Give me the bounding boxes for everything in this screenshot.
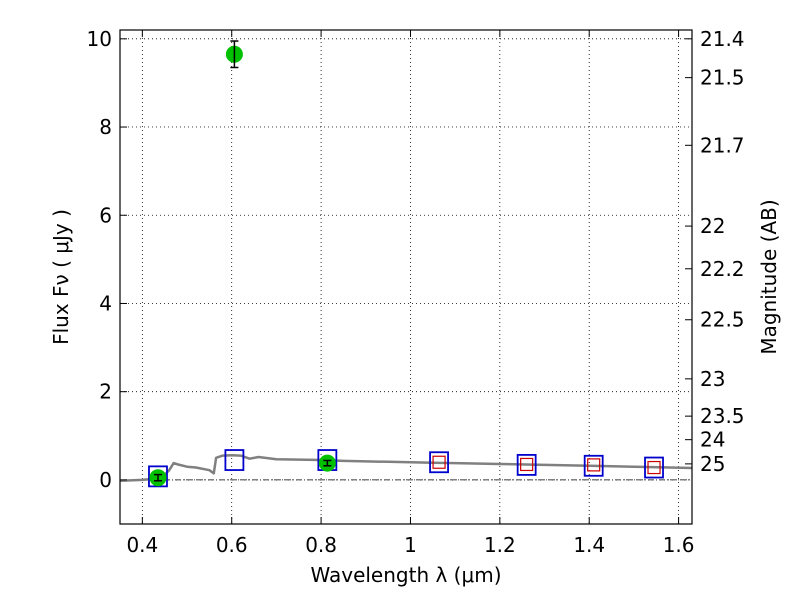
x-tick-label: 1.2 <box>484 533 516 557</box>
y-tick-label: 10 <box>87 27 112 51</box>
x-tick-label: 1.6 <box>663 533 695 557</box>
upper-limit-square <box>432 455 446 469</box>
mag-tick-label: 21.5 <box>700 66 745 90</box>
upper-limit-square <box>647 460 661 475</box>
x-tick-label: 0.6 <box>216 533 248 557</box>
model-photometry-square <box>429 451 449 474</box>
upper-limit-square <box>587 458 601 472</box>
x-tick-label: 0.8 <box>305 533 337 557</box>
plot-area <box>119 40 693 488</box>
model-photometry-square <box>224 449 245 471</box>
y-tick-label: 0 <box>99 468 112 492</box>
mag-tick-label: 22.5 <box>700 308 745 332</box>
y-tick-label: 4 <box>99 291 112 315</box>
model-photometry-square <box>583 454 604 477</box>
x-tick-label: 1 <box>404 533 417 557</box>
model-photometry-square <box>644 456 664 479</box>
mag-tick-label: 22.2 <box>700 257 745 281</box>
grid <box>120 30 692 524</box>
model-photometry-square <box>148 465 168 488</box>
x-axis-label: Wavelength λ (μm) <box>310 563 501 587</box>
y-axis-label: Flux Fν ( μJy ) <box>49 209 73 345</box>
y2-axis-label: Magnitude (AB) <box>757 199 781 354</box>
model-photometry-square <box>516 453 537 476</box>
mag-tick-label: 23.5 <box>700 404 745 428</box>
plot-frame <box>119 29 693 525</box>
model-spectrum-line <box>119 453 693 483</box>
mag-tick-label: 21.7 <box>700 133 745 157</box>
mag-tick-label: 24 <box>700 428 725 452</box>
mag-tick-label: 21.4 <box>700 27 745 51</box>
upper-limit-square <box>520 457 534 472</box>
y-tick-label: 8 <box>99 115 112 139</box>
y-tick-label: 6 <box>99 203 112 227</box>
mag-tick-label: 22 <box>700 214 725 238</box>
y-tick-label: 2 <box>99 380 112 404</box>
x-tick-label: 0.4 <box>126 533 158 557</box>
ticks <box>120 30 692 524</box>
x-tick-label: 1.4 <box>573 533 605 557</box>
mag-tick-label: 23 <box>700 367 725 391</box>
mag-tick-label: 25 <box>700 452 725 476</box>
